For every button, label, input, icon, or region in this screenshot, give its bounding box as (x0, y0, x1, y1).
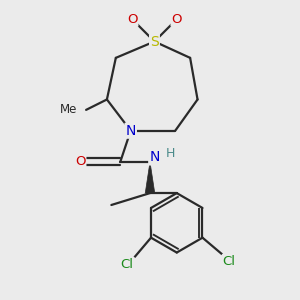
Text: N: N (125, 124, 136, 138)
Polygon shape (145, 162, 155, 193)
Text: N: N (149, 150, 160, 164)
Text: Cl: Cl (121, 258, 134, 271)
Text: O: O (127, 13, 137, 26)
Text: Me: Me (60, 103, 77, 116)
Text: H: H (166, 147, 175, 160)
Text: S: S (150, 34, 159, 49)
Text: O: O (172, 13, 182, 26)
Text: O: O (75, 155, 86, 168)
Text: Cl: Cl (223, 255, 236, 268)
